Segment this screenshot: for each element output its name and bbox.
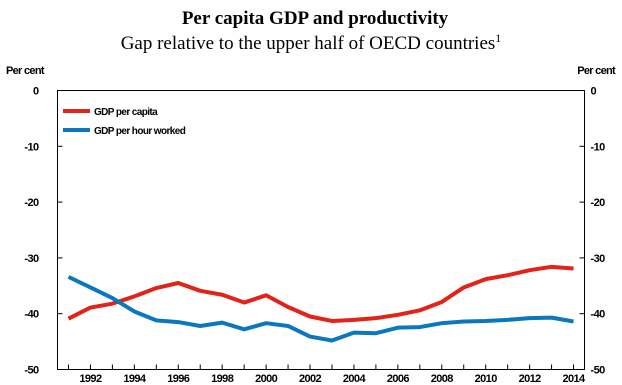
y-tick-label-right: -20 [591,197,606,209]
legend-label-1: GDP per capita [94,107,158,118]
x-tick-label: 2012 [519,373,542,385]
x-tick-label: 2014 [562,373,586,385]
x-tick-label: 2002 [299,373,322,385]
y-tick-label-right: -30 [591,253,606,265]
y-tick-label-right: -10 [591,141,606,153]
y-tick-label-right: -50 [591,365,606,377]
y-tick-label-right: 0 [591,86,597,98]
y-axis-left: 0 -10 -20 -30 -40 -50 [24,86,63,377]
x-tick-label: 1998 [211,373,234,385]
x-tick-label: 2000 [255,373,278,385]
y-tick-label-left: -40 [24,309,39,321]
chart-subtitle-text: Gap relative to the upper half of OECD c… [121,33,496,54]
y-tick-label-right: -40 [591,309,606,321]
y-tick-label-left: -50 [24,365,39,377]
chart-subtitle: Gap relative to the upper half of OECD c… [121,31,502,54]
x-tick-label: 1994 [123,373,147,385]
y-tick-label-left: -30 [24,253,39,265]
x-tick-label: 1992 [79,373,102,385]
y-tick-label-left: -20 [24,197,39,209]
x-tick-label: 2008 [431,373,454,385]
chart-subtitle-footnote: 1 [495,31,501,45]
y-tick-label-left: 0 [33,86,39,98]
y-tick-label-left: -10 [24,141,39,153]
y-axis-unit-right: Per cent [577,65,616,77]
x-tick-label: 1996 [167,373,190,385]
series-line-1 [67,264,574,323]
x-tick-label: 2006 [387,373,410,385]
y-axis-right: 0 -10 -20 -30 -40 -50 [579,86,606,377]
legend: GDP per capita GDP per hour worked [63,107,186,137]
y-axis-unit-left: Per cent [6,65,45,77]
series-line-2 [67,275,574,343]
x-tick-label: 2004 [343,373,367,385]
x-tick-label: 2010 [475,373,498,385]
plot-frame [57,90,585,370]
series-lines [67,264,574,343]
x-axis: 1992 1994 1996 1998 2000 2002 2004 2006 2008 2010… [67,364,587,385]
chart-title: Per capita GDP and productivity [182,8,449,29]
legend-label-2: GDP per hour worked [94,126,186,137]
